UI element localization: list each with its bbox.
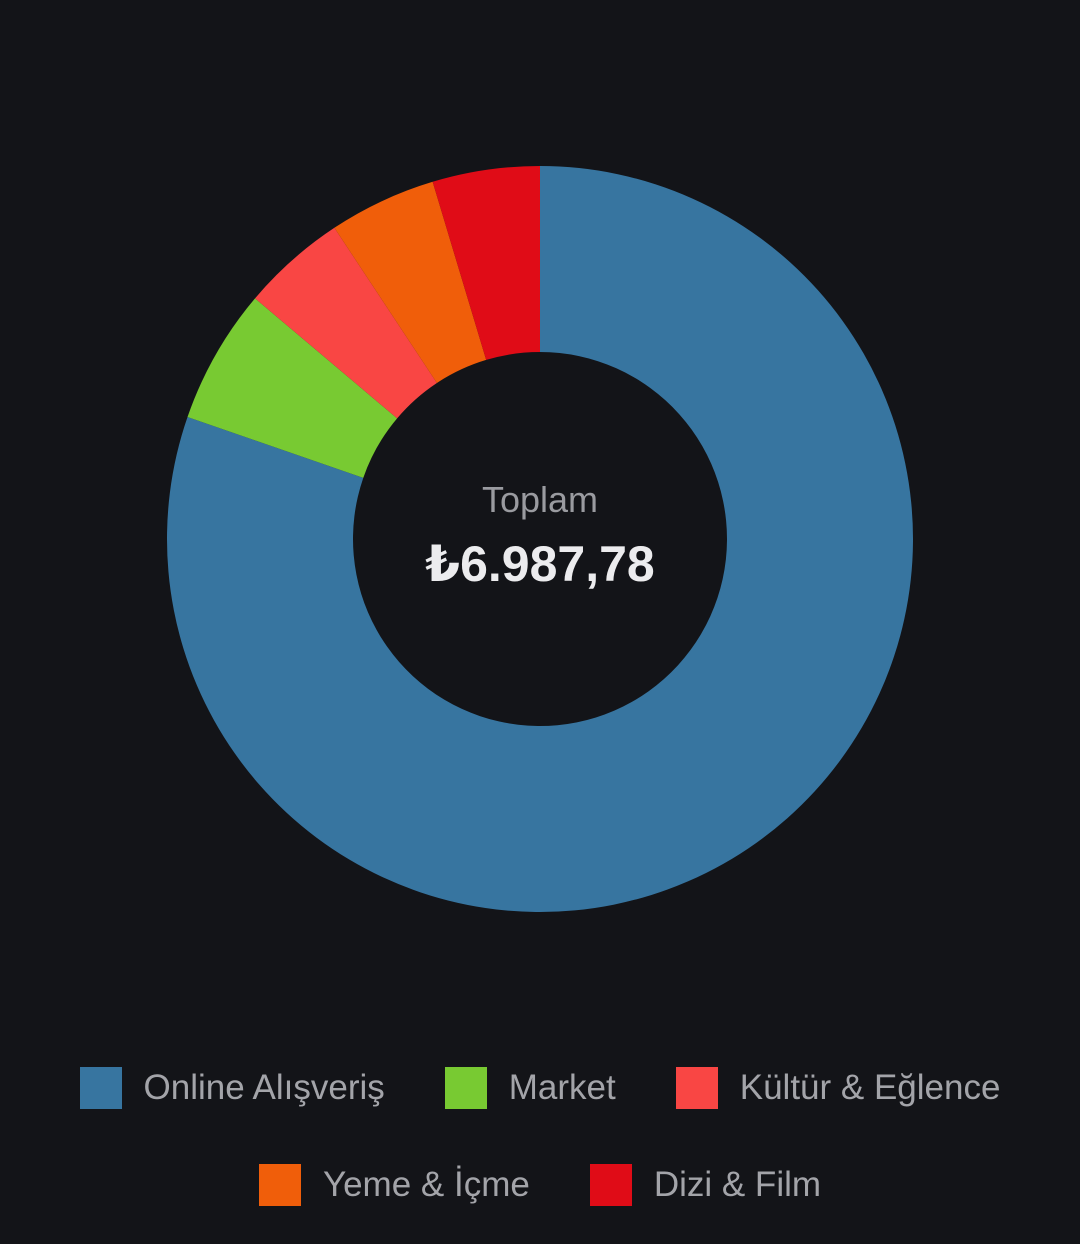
- center-total-value: ₺6.987,78: [425, 536, 654, 592]
- center-total-label: Toplam: [482, 479, 598, 520]
- slice-market[interactable]: [187, 298, 398, 478]
- slice-dizi-film[interactable]: [432, 166, 540, 360]
- legend-row: Yeme & İçme Dizi & Film: [0, 1157, 1080, 1213]
- legend-swatch: [444, 1067, 487, 1109]
- legend-label: Kültür & Eğlence: [739, 1068, 1001, 1107]
- slice-online-al-veri[interactable]: [167, 166, 914, 912]
- legend-item-market[interactable]: Market: [444, 1067, 616, 1109]
- legend-row: Online Alışveriş Market Kültür & Eğlence: [0, 1060, 1080, 1116]
- chart-legend: Online Alışveriş Market Kültür & Eğlence…: [0, 1060, 1080, 1213]
- donut-slices: [167, 166, 914, 912]
- legend-label: Yeme & İçme: [322, 1165, 530, 1204]
- slice-yeme-i-me[interactable]: [334, 181, 487, 383]
- legend-label: Dizi & Film: [653, 1165, 822, 1204]
- legend-swatch: [79, 1067, 122, 1109]
- legend-label: Online Alışveriş: [143, 1068, 385, 1107]
- legend-swatch: [589, 1164, 632, 1206]
- legend-item-yeme-icme[interactable]: Yeme & İçme: [258, 1164, 530, 1206]
- legend-item-kultur-eglence[interactable]: Kültür & Eğlence: [675, 1067, 1001, 1109]
- legend-item-dizi-film[interactable]: Dizi & Film: [589, 1164, 822, 1206]
- donut-chart: Toplam ₺6.987,78: [167, 166, 914, 912]
- legend-swatch: [258, 1164, 301, 1206]
- legend-swatch: [675, 1067, 718, 1109]
- slice-k-lt-r-e-lence[interactable]: [255, 227, 437, 419]
- legend-item-online-alisveris[interactable]: Online Alışveriş: [79, 1067, 385, 1109]
- legend-label: Market: [508, 1068, 616, 1107]
